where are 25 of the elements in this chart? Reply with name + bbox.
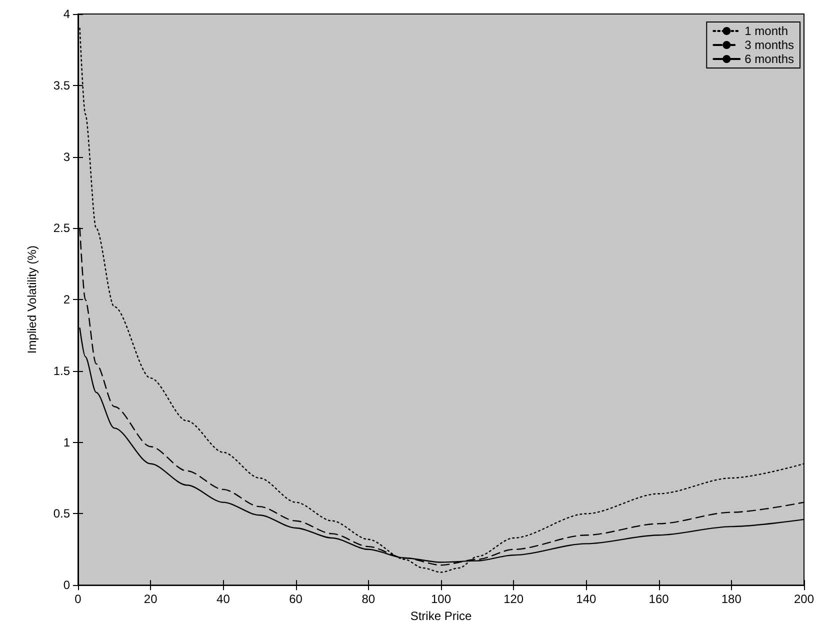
y-tick-label: 3 xyxy=(63,150,70,164)
x-tick-label: 100 xyxy=(430,592,452,606)
y-tick-label: 3.5 xyxy=(53,78,70,92)
y-tick-label: 2.5 xyxy=(53,221,70,236)
x-tick-label: 80 xyxy=(362,592,376,606)
x-tick-label: 20 xyxy=(144,592,158,606)
legend-label: 3 months xyxy=(744,38,794,52)
legend-label: 1 month xyxy=(744,24,788,38)
x-tick-label: 40 xyxy=(216,592,230,606)
y-tick-label: 4 xyxy=(63,7,70,21)
y-tick-label: 0.5 xyxy=(53,506,70,521)
x-tick-label: 200 xyxy=(794,592,814,606)
y-tick-label: 2 xyxy=(63,292,70,307)
y-tick-label: 0 xyxy=(63,578,70,592)
x-tick-label: 160 xyxy=(648,592,670,606)
x-tick-label: 0 xyxy=(74,592,82,606)
x-tick-label: 180 xyxy=(721,592,742,606)
y-tick-label: 1 xyxy=(63,435,70,450)
y-tick-label: 1.5 xyxy=(53,364,70,378)
x-axis-title: Strike Price xyxy=(410,609,472,623)
x-tick-label: 140 xyxy=(576,592,597,606)
y-axis-title: Implied Volatility (%) xyxy=(25,246,39,354)
legend-label: 6 months xyxy=(744,52,794,66)
x-tick-label: 60 xyxy=(289,592,303,606)
x-tick-label: 120 xyxy=(504,592,524,606)
